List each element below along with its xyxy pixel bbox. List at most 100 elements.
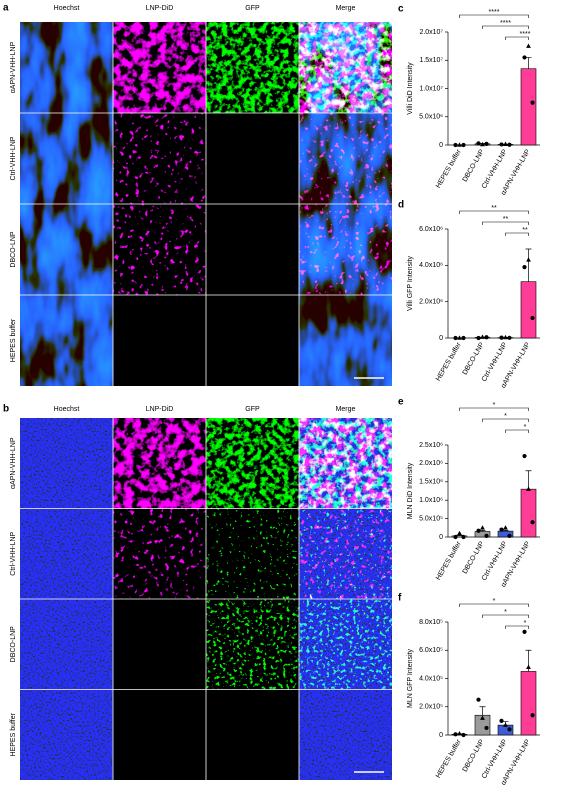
significance-label: * <box>493 598 496 605</box>
x-tick-label: DBCO-LNP <box>462 148 486 183</box>
data-point <box>484 533 489 538</box>
x-tick-label: DBCO-LNP <box>462 540 486 575</box>
row-label: DBCO-LNP <box>10 626 17 663</box>
micrograph <box>206 599 299 690</box>
data-point <box>484 725 489 731</box>
error-bar <box>525 470 532 490</box>
data-point <box>480 525 485 530</box>
micrograph <box>206 295 299 386</box>
significance-bracket <box>505 625 529 629</box>
data-point <box>503 525 508 530</box>
data-point <box>526 486 531 491</box>
micrograph <box>20 508 113 599</box>
significance-bracket <box>505 36 529 40</box>
panel-label: c <box>398 4 404 15</box>
data-point <box>476 335 481 341</box>
image-background <box>206 295 299 386</box>
micrograph <box>20 295 113 386</box>
data-point <box>476 528 481 533</box>
row-label: HEPES buffer <box>10 712 17 756</box>
micrograph <box>299 295 392 386</box>
column-label: Merge <box>336 406 356 413</box>
data-point <box>522 55 527 60</box>
micrograph <box>20 689 113 780</box>
data-point <box>507 727 512 732</box>
significance-label: * <box>493 402 496 409</box>
micrograph <box>206 113 299 204</box>
data-point <box>507 142 512 147</box>
data-point <box>499 335 504 340</box>
data-point <box>522 453 527 459</box>
y-tick-label: 2.0x10⁶ <box>419 299 443 306</box>
y-tick-label: 5.0x10⁶ <box>419 114 443 121</box>
image-channel <box>299 599 392 690</box>
panel-label: f <box>398 593 402 604</box>
data-point <box>530 713 535 718</box>
micrograph <box>20 113 113 204</box>
data-point <box>499 718 504 723</box>
error-bar <box>525 57 532 69</box>
significance-bracket <box>459 603 529 607</box>
y-axis-label: MLN DiD Intensity <box>407 462 414 519</box>
micrograph <box>20 204 113 295</box>
column-label: GFP <box>245 5 260 12</box>
significance-bracket <box>482 25 529 29</box>
y-axis-label: MLN GFP Intensity <box>407 649 414 709</box>
y-tick-label: 4.0x10⁵ <box>419 675 443 682</box>
micrograph <box>206 508 299 599</box>
bar <box>520 671 537 736</box>
significance-label: ** <box>491 205 497 212</box>
data-point <box>530 520 535 525</box>
data-point <box>457 530 462 536</box>
error-bar <box>502 530 509 532</box>
y-tick-label: 5.0x10⁵ <box>419 515 443 522</box>
x-tick-label: DBCO-LNP <box>462 738 486 773</box>
error-bar <box>525 248 532 282</box>
image-channel <box>20 599 113 690</box>
micrograph <box>206 22 299 113</box>
column-label: Merge <box>336 5 356 12</box>
micrograph <box>206 418 299 509</box>
x-tick-label: DBCO-LNP <box>462 341 486 376</box>
data-point <box>457 335 462 340</box>
data-point <box>457 730 462 736</box>
image-channel <box>206 418 299 509</box>
image-channel <box>299 508 392 599</box>
image-channel <box>299 418 392 509</box>
image-background <box>206 204 299 295</box>
y-tick-label: 0 <box>439 534 443 541</box>
image-background <box>206 689 299 780</box>
data-point <box>484 335 489 340</box>
significance-bracket <box>459 210 529 214</box>
micrograph <box>299 22 392 113</box>
x-tick-label: HEPES buffer <box>435 738 463 780</box>
significance-label: **** <box>489 9 500 16</box>
image-background <box>113 599 206 690</box>
significance-label: * <box>524 620 527 627</box>
micrograph <box>113 204 206 295</box>
micrograph <box>299 689 392 780</box>
image-channel <box>113 22 206 113</box>
data-point <box>461 142 466 148</box>
micrograph <box>113 599 206 690</box>
image-channel <box>299 295 392 386</box>
column-label: LNP-DiD <box>146 406 174 413</box>
significance-label: * <box>524 424 527 431</box>
column-label: GFP <box>245 406 260 413</box>
data-point <box>499 527 504 532</box>
data-point <box>461 335 466 341</box>
data-point <box>480 141 485 147</box>
column-label: LNP-DiD <box>146 5 174 12</box>
data-point <box>461 732 466 738</box>
y-axis-label: Villi DiD Intensity <box>407 62 414 115</box>
image-channel <box>206 508 299 599</box>
image-channel <box>20 204 113 295</box>
y-tick-label: 6.0x10⁶ <box>419 226 443 233</box>
y-tick-label: 1.5x10⁶ <box>419 479 443 486</box>
data-point <box>453 732 458 737</box>
data-point <box>530 315 535 321</box>
y-tick-label: 2.0x10⁶ <box>419 460 443 467</box>
micrograph <box>20 599 113 690</box>
data-point <box>522 265 527 270</box>
data-point <box>503 141 508 146</box>
